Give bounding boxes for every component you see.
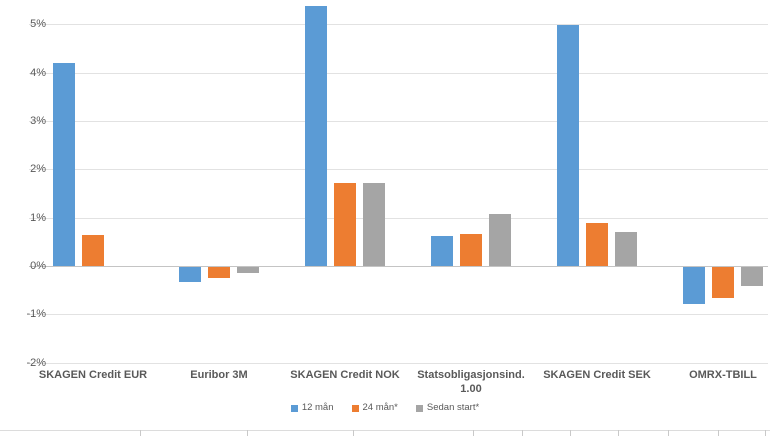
bar-24-m-n-skagen-credit-eur	[82, 235, 104, 266]
gridline-0	[29, 266, 768, 267]
bar-12-m-n-skagen-credit-eur	[53, 63, 75, 266]
y-tick-label: 3%	[30, 115, 46, 127]
legend-swatch-icon	[415, 404, 423, 412]
category-label-euribor-3m: Euribor 3M	[190, 369, 248, 381]
table-column-divider	[765, 430, 766, 436]
table-column-divider	[140, 430, 141, 436]
bar-sedan-start-statsobligasjonsind-1-00	[489, 214, 511, 266]
table-column-divider	[522, 430, 523, 436]
legend-label: 24 mån*	[362, 402, 398, 413]
gridline-2	[29, 169, 768, 170]
legend-label: 12 mån	[301, 402, 334, 413]
bar-24-m-n-skagen-credit-sek	[586, 223, 608, 266]
table-column-divider	[353, 430, 354, 436]
table-column-divider	[570, 430, 571, 436]
y-tick-label: -1%	[26, 308, 46, 320]
table-column-divider	[618, 430, 619, 436]
bar-24-m-n-omrx-tbill	[712, 267, 734, 298]
y-tick-label: -2%	[26, 357, 46, 369]
category-label-omrx-tbill: OMRX-TBILL	[689, 369, 757, 381]
category-label-skagen-credit-nok: SKAGEN Credit NOK	[290, 369, 400, 381]
bar-sedan-start-omrx-tbill	[741, 267, 763, 286]
chart-legend: 12 mån 24 mån* Sedan start*	[0, 403, 770, 413]
legend-swatch-icon	[290, 404, 298, 412]
bar-24-m-n-euribor-3m	[208, 267, 230, 278]
table-column-divider	[668, 430, 669, 436]
bar-sedan-start-skagen-credit-nok	[363, 183, 385, 266]
y-tick-label: 0%	[30, 260, 46, 272]
gridline-1	[29, 218, 768, 219]
bar-24-m-n-statsobligasjonsind-1-00	[460, 234, 482, 266]
gridline-3	[29, 121, 768, 122]
bar-sedan-start-euribor-3m	[237, 267, 259, 273]
bar-12-m-n-omrx-tbill	[683, 267, 705, 304]
bar-12-m-n-euribor-3m	[179, 267, 201, 282]
gridline--2	[29, 363, 768, 364]
bar-sedan-start-skagen-credit-sek	[615, 232, 637, 266]
bar-12-m-n-skagen-credit-sek	[557, 25, 579, 266]
y-tick-label: 1%	[30, 212, 46, 224]
legend-item-sedan-start: Sedan start*	[415, 402, 480, 413]
y-tick-label: 4%	[30, 67, 46, 79]
legend-swatch-icon	[351, 404, 359, 412]
legend-item-12-m-n: 12 mån	[290, 402, 334, 413]
gridline-4	[29, 73, 768, 74]
category-label-statsobligasjonsind-1-00: Statsobligasjonsind. 1.00	[417, 369, 525, 395]
table-column-divider	[247, 430, 248, 436]
y-tick-label: 5%	[30, 18, 46, 30]
bar-12-m-n-skagen-credit-nok	[305, 6, 327, 266]
table-column-divider	[473, 430, 474, 436]
category-label-skagen-credit-sek: SKAGEN Credit SEK	[543, 369, 651, 381]
table-column-divider	[718, 430, 719, 436]
category-label-skagen-credit-eur: SKAGEN Credit EUR	[38, 369, 148, 381]
gridline-5	[29, 24, 768, 25]
bar-12-m-n-statsobligasjonsind-1-00	[431, 236, 453, 266]
bar-24-m-n-skagen-credit-nok	[334, 183, 356, 266]
legend-label: Sedan start*	[426, 402, 480, 413]
legend-item-24-m-n: 24 mån*	[351, 402, 398, 413]
table-top-border	[0, 430, 770, 431]
y-tick-label: 2%	[30, 163, 46, 175]
gridline--1	[29, 314, 768, 315]
